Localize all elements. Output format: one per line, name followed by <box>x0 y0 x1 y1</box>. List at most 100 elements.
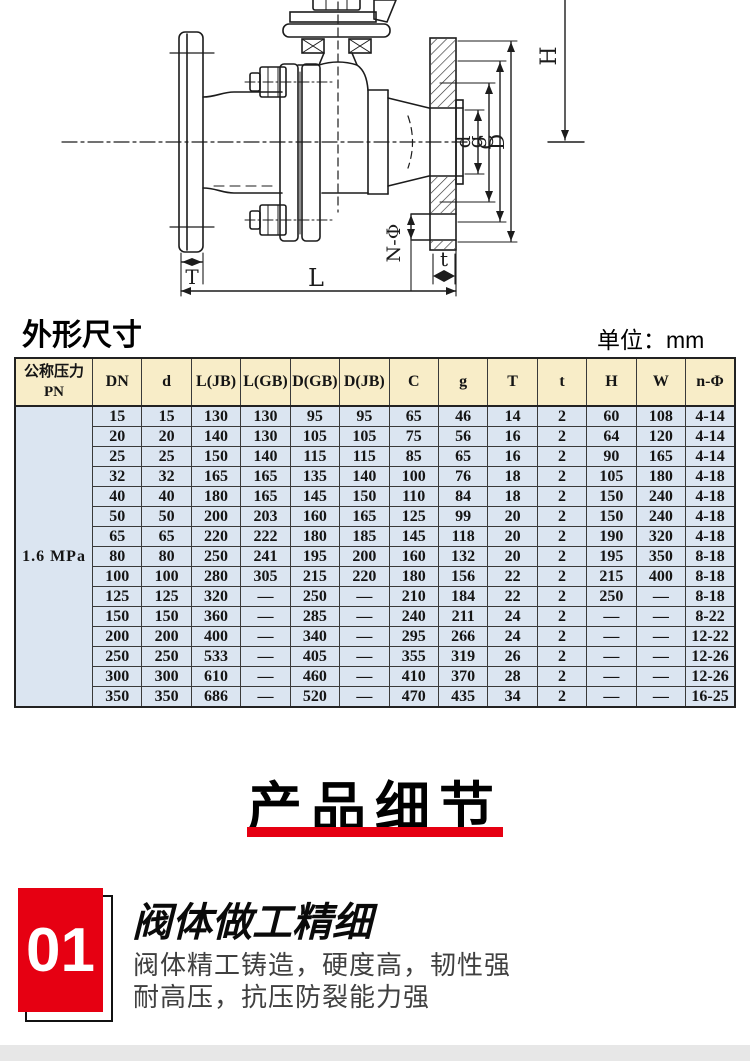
table-cell: 2 <box>536 646 588 667</box>
table-cell: 20 <box>91 426 143 447</box>
table-cell: 150 <box>91 606 143 627</box>
table-cell: 460 <box>289 666 341 687</box>
table-cell: 2 <box>536 546 588 567</box>
table-cell: 165 <box>339 506 390 527</box>
table-cell: 65 <box>437 446 489 467</box>
table-cell: — <box>635 686 687 708</box>
column-header: H <box>586 357 637 407</box>
dim-label-H: H <box>537 46 562 65</box>
column-header: d <box>141 357 192 407</box>
table-cell: 32 <box>91 466 143 487</box>
dim-label-t: t <box>440 247 448 271</box>
table-cell: 400 <box>635 566 687 587</box>
table-cell: 145 <box>388 526 439 547</box>
table-cell: — <box>586 666 637 687</box>
table-cell: — <box>240 666 291 687</box>
table-cell: 4-18 <box>685 486 736 507</box>
column-header: L(JB) <box>190 357 242 407</box>
table-cell: 410 <box>388 666 439 687</box>
table-row: 300 300 610—460—410 370 28 2— —12-26 <box>15 666 736 687</box>
table-cell: 65 <box>388 405 439 427</box>
table-cell: 132 <box>437 546 489 567</box>
dimension-labels: d g C D H N-Φ L T t <box>185 46 562 292</box>
table-row: 250 250 533—405—355 319 26 2— —12-26 <box>15 646 736 667</box>
table-cell: 22 <box>487 586 538 607</box>
dim-label-n-phi: N-Φ <box>383 224 405 263</box>
footer-bar <box>0 1045 750 1061</box>
section-title: 外形尺寸 <box>22 319 142 352</box>
table-cell: 165 <box>190 466 242 487</box>
table-cell: 25 <box>91 446 143 467</box>
table-cell: 24 <box>487 626 538 647</box>
table-cell: 16-25 <box>685 686 736 708</box>
table-cell: 115 <box>339 446 390 467</box>
table-cell: 18 <box>487 466 538 487</box>
table-cell: 240 <box>635 486 687 507</box>
table-cell: 435 <box>437 686 489 708</box>
table-row: 25 25 150 140 115 115 85 65 16 2 90 165 4-14 <box>15 446 736 467</box>
table-cell: 65 <box>91 526 143 547</box>
table-cell: 360 <box>190 606 242 627</box>
left-flange <box>169 31 215 253</box>
table-cell: 15 <box>91 405 143 427</box>
table-cell: 2 <box>536 606 588 627</box>
table-cell: 85 <box>388 446 439 467</box>
table-cell: 140 <box>190 426 242 447</box>
table-cell: — <box>240 626 291 647</box>
table-cell: — <box>635 626 687 647</box>
table-cell: 350 <box>91 686 143 708</box>
table-cell: 105 <box>339 426 390 447</box>
table-cell: 95 <box>339 405 390 427</box>
technical-drawing: d g C D H N-Φ L T t <box>0 0 750 308</box>
table-cell: 320 <box>635 526 687 547</box>
handle-stub <box>373 0 397 23</box>
dim-label-C: C <box>474 134 498 149</box>
table-cell: 4-18 <box>685 526 736 547</box>
pressure-header-line1: 公称压力 <box>23 363 84 380</box>
column-header: C <box>388 357 439 407</box>
table-cell: 150 <box>586 506 637 527</box>
table-cell: 150 <box>141 606 192 627</box>
table-cell: 80 <box>141 546 192 567</box>
table-cell: 4-14 <box>685 426 736 447</box>
column-header: D(JB) <box>339 357 390 407</box>
dim-label-T: T <box>185 265 199 289</box>
table-cell: — <box>339 666 390 687</box>
table-cell: 120 <box>635 426 687 447</box>
table-cell: 15 <box>141 405 192 427</box>
table-cell: 160 <box>388 546 439 567</box>
table-cell: 350 <box>141 686 192 708</box>
table-cell: 220 <box>339 566 390 587</box>
table-cell: 16 <box>487 446 538 467</box>
pressure-cell: 1.6 MPa <box>14 405 93 708</box>
table-cell: 203 <box>240 506 291 527</box>
table-cell: 80 <box>91 546 143 567</box>
column-header: D(GB) <box>289 357 341 407</box>
table-cell: 56 <box>437 426 489 447</box>
details-underline-bar <box>247 827 503 837</box>
stem-assembly <box>282 0 397 66</box>
table-cell: 2 <box>536 626 588 647</box>
table-cell: 405 <box>289 646 341 667</box>
table-cell: 20 <box>487 506 538 527</box>
table-cell: 240 <box>635 506 687 527</box>
table-cell: 8-22 <box>685 606 736 627</box>
table-cell: 266 <box>437 626 489 647</box>
table-cell: 300 <box>91 666 143 687</box>
column-header: W <box>635 357 687 407</box>
table-row: 100 100 280 305 215 220 180 156 22 2 215 400 8-18 <box>15 566 736 587</box>
table-cell: 76 <box>437 466 489 487</box>
table-cell: — <box>586 646 637 667</box>
table-cell: 4-14 <box>685 446 736 467</box>
table-cell: 2 <box>536 466 588 487</box>
table-cell: 190 <box>586 526 637 547</box>
table-cell: 250 <box>289 586 341 607</box>
valve-body <box>297 61 430 195</box>
table-cell: 150 <box>190 446 242 467</box>
table-cell: — <box>586 626 637 647</box>
column-header: DN <box>91 357 143 407</box>
table-cell: 26 <box>487 646 538 667</box>
table-cell: — <box>240 646 291 667</box>
